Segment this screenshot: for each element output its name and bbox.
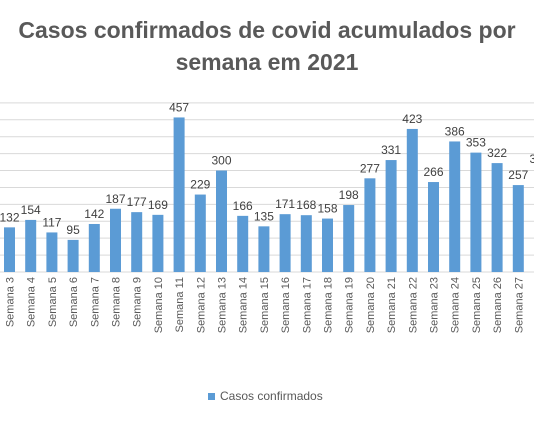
data-label: 166 — [233, 199, 253, 213]
chart-title-line-2: semana em 2021 — [175, 49, 359, 75]
x-tick-label: Semana 5 — [47, 277, 59, 327]
data-label: 423 — [402, 112, 422, 126]
legend: Casos confirmados — [208, 389, 323, 403]
data-label: 331 — [381, 143, 401, 157]
data-label: 177 — [127, 195, 147, 209]
legend-swatch — [208, 392, 215, 400]
bar-semana-19 — [343, 205, 355, 272]
data-label: 158 — [317, 202, 337, 216]
data-label: 300 — [211, 154, 231, 168]
bar-semana-18 — [322, 218, 333, 272]
bar-semana-15 — [258, 226, 270, 272]
x-tick-label: Semana 22 — [407, 277, 419, 333]
x-tick-label: Semana 14 — [238, 277, 250, 333]
data-label: 95 — [66, 223, 80, 237]
bar-semana-6 — [67, 239, 79, 272]
bar-semana-14 — [237, 215, 249, 272]
chart-title-line-1: Casos confirmados de covid acumulados po… — [18, 17, 516, 43]
bar-semana-23 — [428, 182, 439, 272]
x-tick-label: Semana 13 — [217, 277, 229, 333]
bar-semana-20 — [364, 178, 376, 272]
x-tick-label: Semana 21 — [386, 277, 398, 333]
data-label: 277 — [360, 161, 380, 175]
data-label: 266 — [423, 165, 443, 179]
bar-semana-22 — [406, 128, 418, 272]
bar-semana-13 — [216, 170, 227, 272]
bar-semana-4 — [25, 219, 37, 272]
bar-semana-17 — [300, 215, 312, 272]
data-label: 353 — [466, 136, 486, 150]
data-label: 257 — [508, 168, 528, 182]
x-tick-label: Semana 16 — [280, 277, 292, 333]
bar-semana-24 — [449, 141, 461, 272]
x-tick-label: Semana 18 — [323, 277, 335, 333]
x-tick-label: Semana 20 — [365, 277, 377, 333]
bar-semana-16 — [279, 214, 291, 272]
data-label: 171 — [275, 197, 295, 211]
data-label: 142 — [84, 207, 104, 221]
x-tick-label: Semana 4 — [26, 277, 38, 327]
x-tick-label: Semana 19 — [344, 277, 356, 333]
x-tick-label: Semana 9 — [132, 277, 144, 327]
bar-semana-12 — [194, 194, 206, 272]
data-label: 198 — [339, 188, 359, 202]
data-label: 386 — [445, 124, 465, 138]
data-label: 322 — [487, 146, 507, 160]
bar-semana-10 — [152, 214, 164, 272]
data-label: 169 — [148, 198, 168, 212]
x-tick-label: Semana 10 — [153, 277, 165, 333]
x-tick-label: Semana 26 — [492, 277, 504, 333]
x-tick-label: Semana 7 — [89, 277, 101, 327]
legend-label: Casos confirmados — [220, 389, 323, 403]
x-tick-label: Semana 27 — [513, 277, 525, 333]
bar-semana-5 — [46, 232, 58, 272]
data-label: 229 — [190, 178, 210, 192]
data-label: 305 — [529, 152, 534, 166]
data-label: 168 — [296, 198, 316, 212]
bar-semana-11 — [173, 117, 185, 272]
bar-semana-8 — [110, 208, 121, 272]
x-tick-label: Semana 17 — [301, 277, 313, 333]
bar-semana-21 — [385, 160, 397, 272]
x-tick-label: Semana 12 — [195, 277, 207, 333]
x-tick-label: Semana 23 — [429, 277, 441, 333]
bar-semana-26 — [491, 163, 503, 272]
x-tick-label: Semana 6 — [68, 277, 80, 327]
x-tick-label: Semana 15 — [259, 277, 271, 333]
bar-semana-3 — [4, 227, 15, 272]
x-tick-label: Semana 11 — [174, 277, 186, 332]
x-tick-label: Semana 3 — [5, 277, 17, 327]
bar-semana-7 — [88, 223, 100, 272]
data-label: 132 — [0, 210, 20, 224]
data-label: 187 — [105, 192, 125, 206]
data-label: 117 — [42, 215, 61, 229]
x-tick-label: Semana 24 — [450, 277, 462, 333]
data-label: 457 — [169, 100, 189, 114]
x-tick-label: Semana 8 — [111, 277, 123, 327]
bar-semana-9 — [131, 212, 143, 272]
bar-semana-25 — [470, 152, 482, 272]
bar-semana-27 — [512, 185, 524, 272]
data-label: 135 — [254, 209, 274, 223]
x-tick-label: Semana 25 — [471, 277, 483, 333]
data-label: 154 — [21, 203, 41, 217]
